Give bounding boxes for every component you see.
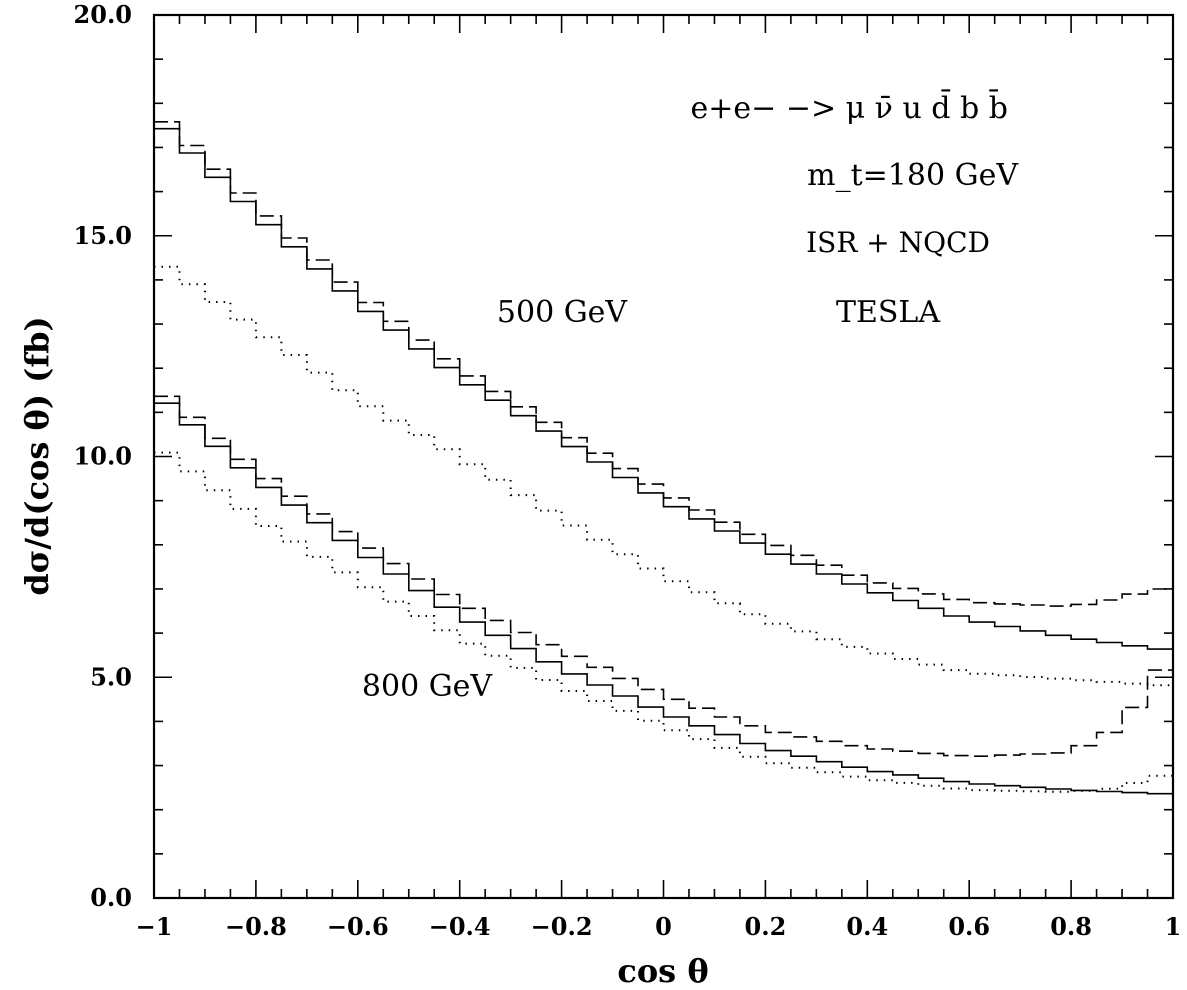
energy-500-label: 500 GeV (497, 295, 629, 330)
y-tick-label: 10.0 (74, 442, 132, 471)
collider-annotation: TESLA (836, 295, 940, 330)
plot-frame-group (152, 13, 1175, 900)
x-tick-label: 0.2 (745, 912, 787, 941)
curves-group (154, 121, 1173, 795)
x-tick-label: −1 (136, 912, 173, 941)
series-line-dashed (154, 395, 1173, 757)
series-line-solid (154, 402, 1173, 795)
process-annotation: e+e− −> μ ν̄ u d̄ b b̄ (691, 88, 1008, 126)
series-line-solid (154, 127, 1173, 650)
x-tick-label: −0.8 (225, 912, 287, 941)
ticks-group (153, 14, 1174, 899)
y-tick-label: 20.0 (74, 0, 132, 29)
x-axis-title: cos θ (617, 952, 708, 990)
x-tick-label: −0.2 (531, 912, 593, 941)
y-tick-label: 15.0 (74, 221, 132, 250)
y-tick-label: 0.0 (90, 883, 132, 912)
y-axis-title: dσ/d(cos θ) (fb) (18, 316, 56, 595)
series-line-dotted (154, 451, 1173, 793)
y-tick-label: 5.0 (90, 662, 132, 691)
series-line-dashed (154, 121, 1173, 607)
x-tick-label: −0.4 (429, 912, 491, 941)
plot-frame (152, 13, 1175, 900)
top-mass-annotation: m_t=180 GeV (807, 158, 1019, 193)
x-tick-label: 1 (1165, 912, 1182, 941)
tick-labels-group: −1 −0.8 −0.6 −0.4 −0.2 0 0.2 0.4 0.6 0.8 10.05.010… (74, 0, 1182, 941)
x-tick-label: −0.6 (327, 912, 389, 941)
series-line-dotted (154, 265, 1173, 687)
x-tick-label: 0.6 (948, 912, 990, 941)
x-tick-label: 0 (655, 912, 672, 941)
corrections-annotation: ISR + NQCD (806, 226, 990, 259)
x-tick-label: 0.4 (846, 912, 888, 941)
energy-800-label: 800 GeV (362, 669, 494, 704)
x-tick-label: 0.8 (1050, 912, 1092, 941)
